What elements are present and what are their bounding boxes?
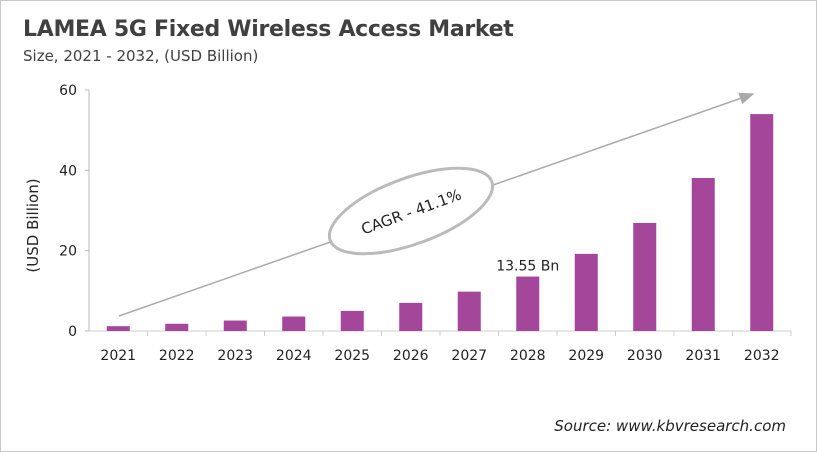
bar-2024	[282, 316, 306, 331]
bar-2030	[633, 222, 657, 331]
bar-2021	[106, 326, 130, 331]
chart-subtitle: Size, 2021 - 2032, (USD Billion)	[23, 47, 259, 65]
x-tick-label: 2032	[744, 348, 780, 364]
bar-2032	[750, 114, 774, 331]
x-tick-label: 2024	[276, 348, 312, 364]
y-axis-title: (USD Billion)	[24, 178, 42, 272]
bar-2022	[165, 323, 189, 331]
x-tick-label: 2031	[685, 348, 721, 364]
x-tick-label: 2028	[510, 348, 546, 364]
x-tick-label: 2026	[393, 348, 429, 364]
bar-2027	[457, 291, 481, 331]
y-tick-label: 0	[68, 324, 77, 340]
bar-2029	[574, 253, 598, 331]
bar-2028	[516, 276, 540, 331]
chart-title: LAMEA 5G Fixed Wireless Access Market	[23, 17, 514, 42]
source-text: Source: www.kbvresearch.com	[554, 417, 786, 435]
data-label: 13.55 Bn	[496, 259, 559, 275]
y-tick-label: 40	[59, 163, 77, 179]
bar-2031	[691, 177, 715, 331]
y-tick-label: 60	[59, 83, 77, 99]
x-tick-label: 2027	[451, 348, 487, 364]
x-tick-label: 2030	[627, 348, 663, 364]
cagr-ellipse	[327, 166, 495, 256]
bar-2026	[399, 302, 423, 331]
x-tick-label: 2029	[568, 348, 604, 364]
x-tick-label: 2022	[159, 348, 195, 364]
x-tick-label: 2021	[100, 348, 136, 364]
x-tick-label: 2023	[217, 348, 253, 364]
bar-2025	[340, 310, 364, 331]
bar-2023	[223, 320, 247, 331]
x-tick-label: 2025	[334, 348, 370, 364]
y-tick-label: 20	[59, 244, 77, 260]
